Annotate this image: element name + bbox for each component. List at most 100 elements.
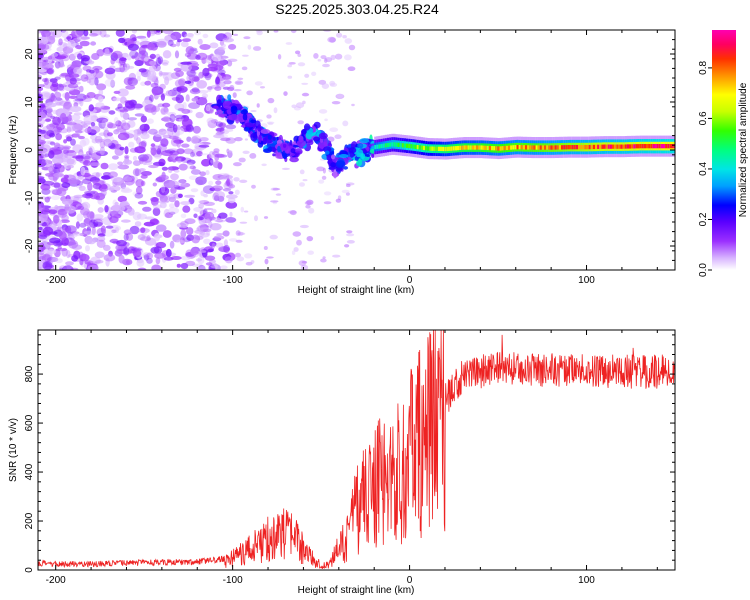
noise-blob [53, 214, 60, 224]
noise-blob [45, 102, 57, 108]
noise-blob [175, 94, 184, 104]
noise-blob [224, 36, 229, 41]
noise-blob [55, 63, 66, 68]
ridge-band-segment [595, 144, 598, 149]
noise-blob [175, 70, 184, 77]
noise-blob [96, 235, 105, 240]
noise-blob [158, 174, 170, 181]
noise-blob [229, 178, 233, 184]
noise-blob [38, 234, 48, 240]
noise-blob [301, 82, 309, 85]
noise-blob [90, 122, 96, 127]
ridge-blob [282, 143, 287, 148]
noise-blob [49, 78, 58, 83]
noise-blob [111, 229, 117, 234]
noise-blob [255, 30, 263, 33]
ridge-band-segment [658, 144, 661, 149]
noise-blob [127, 77, 138, 86]
ridge-band-segment [395, 142, 398, 147]
noise-blob [75, 45, 83, 50]
noise-blob [53, 172, 64, 178]
noise-blob [347, 66, 356, 71]
noise-blob [104, 67, 116, 75]
noise-blob [87, 264, 100, 270]
noise-blob [136, 213, 147, 220]
noise-blob [38, 84, 45, 88]
ridge-blob [313, 121, 321, 129]
noise-blob [110, 204, 123, 212]
ridge-band-segment [554, 145, 557, 150]
noise-blob [219, 122, 227, 129]
ridge-band-segment [609, 144, 613, 149]
noise-blob [205, 262, 213, 266]
noise-blob [234, 189, 240, 195]
ridge-band-segment [423, 145, 426, 151]
noise-blob [55, 258, 63, 264]
noise-blob [179, 185, 187, 190]
noise-blob [103, 229, 114, 237]
ridge-band-segment [457, 145, 460, 151]
ridge-blob [343, 166, 348, 170]
noise-blob [79, 259, 84, 266]
noise-blob [96, 49, 105, 57]
noise-blob [82, 160, 91, 167]
noise-blob [266, 114, 272, 119]
noise-blob [153, 246, 163, 254]
noise-blob [325, 57, 332, 63]
noise-blob [96, 239, 106, 248]
ridge-band-segment [599, 144, 602, 149]
ridge-band-segment [414, 144, 417, 149]
noise-blob [38, 266, 42, 270]
ridge-blob [267, 134, 272, 140]
noise-blob [110, 176, 122, 183]
noise-blob [267, 97, 275, 104]
noise-blob [54, 97, 64, 106]
noise-blob [211, 242, 216, 249]
noise-blob [210, 213, 214, 217]
noise-blob [198, 144, 210, 148]
noise-blob [220, 123, 228, 128]
spectrogram-xlabel: Height of straight line (km) [298, 285, 415, 296]
noise-blob [72, 144, 84, 154]
ridge-band-segment [558, 145, 562, 150]
ridge-band-segment [431, 146, 434, 151]
noise-blob [38, 36, 49, 45]
noise-blob [228, 43, 237, 50]
noise-blob [66, 149, 75, 153]
noise-blob [180, 61, 192, 65]
noise-blob [180, 41, 189, 48]
noise-blob [57, 208, 68, 216]
ridge-band-segment [582, 145, 585, 150]
ridge-band-segment [563, 145, 566, 150]
noise-blob [70, 179, 82, 185]
ridge-band-segment [501, 146, 504, 151]
noise-blob [191, 263, 204, 267]
noise-blob [73, 232, 85, 237]
noise-blob [205, 104, 211, 112]
ridge-band-segment [450, 146, 453, 151]
noise-blob [197, 38, 203, 45]
noise-blob [65, 134, 74, 139]
ridge-blob [365, 154, 370, 157]
noise-blob [196, 227, 200, 231]
noise-blob [191, 234, 201, 244]
noise-blob [191, 97, 199, 102]
noise-blob [128, 141, 135, 148]
colorbar-tick-label: 0.6 [698, 111, 709, 125]
ridge-band-segment [631, 144, 634, 149]
spectrogram-xtick-label: 0 [407, 275, 413, 286]
noise-blob [302, 179, 308, 182]
noise-blob [190, 151, 195, 158]
noise-blob [322, 63, 330, 68]
ridge-band-segment [597, 144, 600, 149]
ridge-band-segment [448, 146, 451, 151]
noise-blob [180, 63, 192, 72]
ridge-band-segment [386, 142, 390, 148]
noise-blob [210, 159, 216, 164]
noise-blob [76, 213, 84, 222]
noise-blob [180, 157, 192, 163]
ridge-band-segment [565, 145, 568, 150]
noise-blob [108, 163, 119, 171]
ridge-band-segment [571, 145, 574, 150]
